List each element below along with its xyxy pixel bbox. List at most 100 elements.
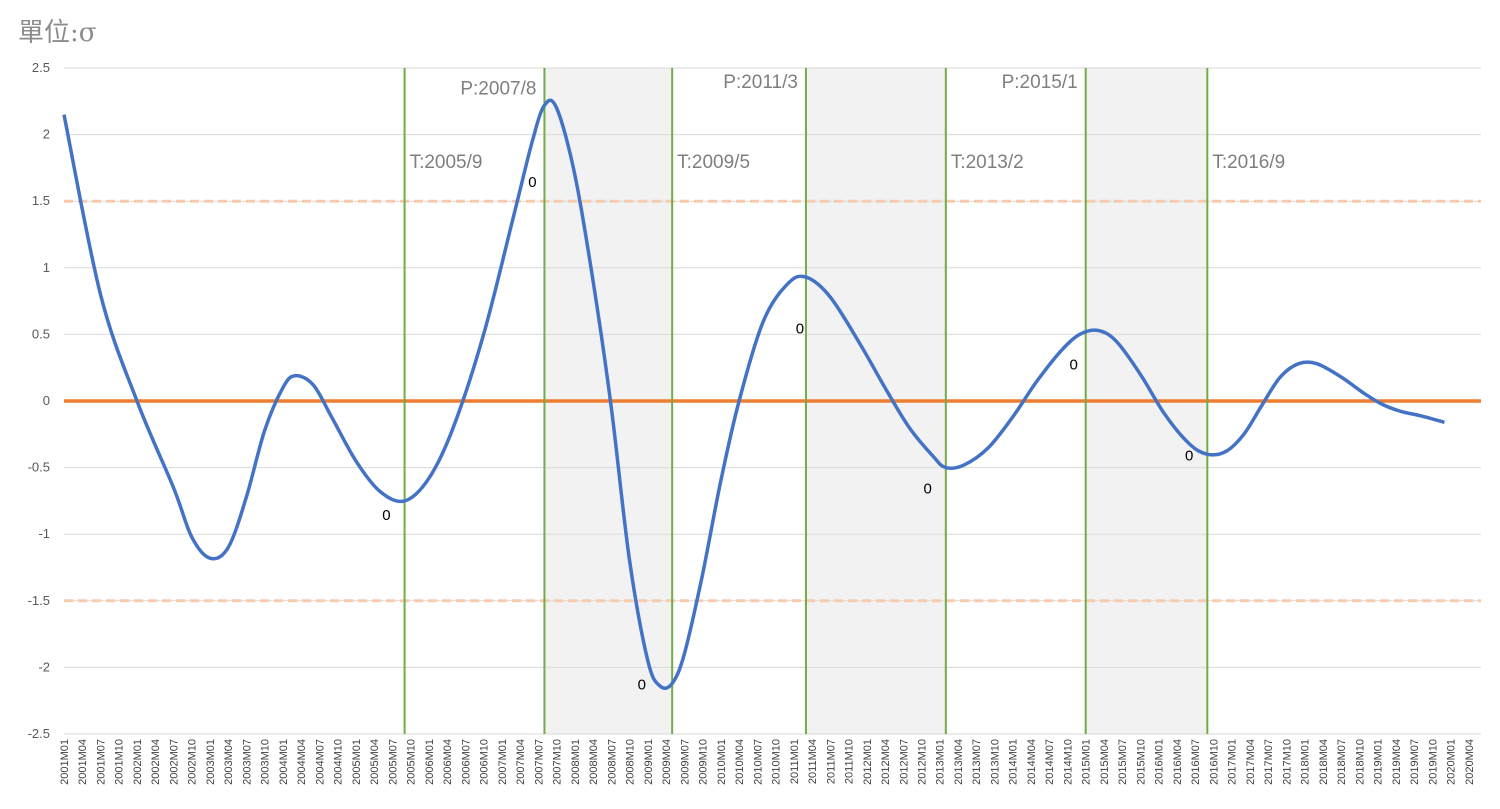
x-tick-label: 2014M01 <box>1008 739 1020 785</box>
x-tick-label: 2007M07 <box>533 739 545 785</box>
x-tick-label: 2004M10 <box>333 739 345 785</box>
x-tick-label: 2003M07 <box>241 739 253 785</box>
x-tick-label: 2010M01 <box>716 739 728 785</box>
x-tick-label: 2003M04 <box>223 739 235 785</box>
point-data-label: 0 <box>1185 447 1193 464</box>
x-tick-label: 2019M01 <box>1373 739 1385 785</box>
x-tick-label: 2017M01 <box>1227 739 1239 785</box>
point-data-label: 0 <box>796 321 804 338</box>
x-tick-label: 2001M01 <box>59 739 71 785</box>
x-tick-label: 2016M07 <box>1190 739 1202 785</box>
x-tick-label: 2013M10 <box>989 739 1001 785</box>
x-tick-label: 2011M07 <box>825 739 837 784</box>
x-tick-label: 2017M10 <box>1281 739 1293 785</box>
x-tick-label: 2011M10 <box>844 739 856 784</box>
x-tick-label: 2005M04 <box>369 739 381 785</box>
unit-label: 單位:σ <box>18 18 97 48</box>
x-tick-label: 2011M01 <box>789 739 801 784</box>
x-tick-label: 2006M10 <box>479 739 491 785</box>
x-tick-label: 2002M10 <box>187 739 199 785</box>
x-tick-label: 2011M04 <box>807 739 819 784</box>
x-tick-label: 2007M01 <box>497 739 509 785</box>
turning-point-label: T:2013/2 <box>951 152 1024 173</box>
x-tick-label: 2016M04 <box>1172 739 1184 785</box>
x-tick-label: 2005M01 <box>351 739 363 785</box>
x-tick-label: 2004M04 <box>296 739 308 785</box>
y-tick-label: -1 <box>38 526 50 541</box>
reference-lines <box>64 199 1481 603</box>
x-tick-label: 2018M01 <box>1300 739 1312 785</box>
x-tick-label: 2018M07 <box>1336 739 1348 785</box>
x-tick-label: 2007M10 <box>552 739 564 785</box>
x-tick-label: 2009M04 <box>661 739 673 785</box>
x-tick-label: 2014M04 <box>1026 739 1038 785</box>
x-tick-label: 2002M07 <box>168 739 180 785</box>
x-tick-label: 2003M10 <box>260 739 272 785</box>
x-tick-label: 2012M04 <box>880 739 892 785</box>
x-tick-label: 2008M01 <box>570 739 582 785</box>
y-tick-label: 2 <box>43 127 50 142</box>
x-tick-label: 2012M01 <box>862 739 874 785</box>
x-tick-label: 2006M07 <box>460 739 472 785</box>
series-layer <box>62 98 1445 690</box>
x-tick-label: 2003M01 <box>205 739 217 785</box>
point-data-label: 0 <box>638 676 646 693</box>
x-tick-label: 2013M04 <box>953 739 965 785</box>
x-tick-label: 2017M07 <box>1263 739 1275 785</box>
x-tick-label: 2001M10 <box>114 739 126 785</box>
y-tick-label: -1.5 <box>28 593 50 608</box>
x-tick-label: 2017M04 <box>1245 739 1257 785</box>
turning-point-lines <box>403 68 1209 734</box>
x-tick-label: 2019M04 <box>1391 739 1403 785</box>
y-tick-label: -0.5 <box>28 460 50 475</box>
x-tick-label: 2002M01 <box>132 739 144 785</box>
x-tick-label: 2015M01 <box>1081 739 1093 785</box>
x-tick-label: 2010M04 <box>734 739 746 785</box>
x-tick-label: 2005M10 <box>406 739 418 785</box>
x-tick-label: 2008M07 <box>606 739 618 785</box>
x-tick-label: 2009M01 <box>643 739 655 785</box>
x-tick-label: 2010M07 <box>752 739 764 785</box>
x-tick-label: 2015M04 <box>1099 739 1111 785</box>
x-tick-label: 2009M10 <box>698 739 710 785</box>
x-tick-label: 2001M04 <box>77 739 89 785</box>
series-line <box>62 98 1445 690</box>
turning-point-label: T:2016/9 <box>1212 152 1285 173</box>
turning-point-label: T:2009/5 <box>677 152 750 173</box>
point-data-label: 0 <box>382 507 390 524</box>
x-tick-label: 2006M01 <box>424 739 436 785</box>
x-tick-label: 2019M10 <box>1427 739 1439 785</box>
x-tick-label: 2012M07 <box>898 739 910 785</box>
x-tick-label: 2013M07 <box>971 739 983 785</box>
x-tick-label: 2020M04 <box>1464 739 1476 785</box>
x-tick-label: 2009M07 <box>679 739 691 785</box>
turning-point-label: P:2007/8 <box>460 79 536 100</box>
x-tick-label: 2018M10 <box>1354 739 1366 785</box>
annotations: T:2005/9 P:2007/8 T:2009/5 P:2011/3 T:2013/2… <box>382 72 1285 693</box>
y-tick-label: 0 <box>43 393 50 408</box>
x-axis-labels: 2001M01 2001M04 2001M07 2001M10 2002M01 2002M… <box>59 739 1476 785</box>
x-tick-label: 2014M07 <box>1044 739 1056 785</box>
point-data-label: 0 <box>923 481 931 498</box>
y-axis-labels: 2.5 2 1.5 1 0.5 0 -0.5 -1 -1.5 -2 -2.5 <box>28 60 50 741</box>
x-tick-label: 2010M10 <box>771 739 783 785</box>
x-tick-label: 2005M07 <box>387 739 399 785</box>
x-tick-label: 2016M10 <box>1208 739 1220 785</box>
x-tick-label: 2004M01 <box>278 739 290 785</box>
x-tick-label: 2019M07 <box>1409 739 1421 785</box>
y-tick-label: 2.5 <box>32 60 50 75</box>
x-tick-label: 2008M04 <box>588 739 600 785</box>
x-tick-label: 2012M10 <box>916 739 928 785</box>
turning-point-label: P:2011/3 <box>723 72 798 93</box>
x-tick-label: 2002M04 <box>150 739 162 785</box>
y-tick-label: -2.5 <box>28 726 50 741</box>
y-tick-label: 1 <box>43 260 50 275</box>
turning-point-label: P:2015/1 <box>1002 72 1078 93</box>
x-tick-label: 2004M07 <box>314 739 326 785</box>
x-tick-label: 2016M01 <box>1154 739 1166 785</box>
x-tick-label: 2018M04 <box>1318 739 1330 785</box>
x-tick-label: 2015M07 <box>1117 739 1129 785</box>
y-tick-label: 0.5 <box>32 326 50 341</box>
x-tick-label: 2014M10 <box>1062 739 1074 785</box>
